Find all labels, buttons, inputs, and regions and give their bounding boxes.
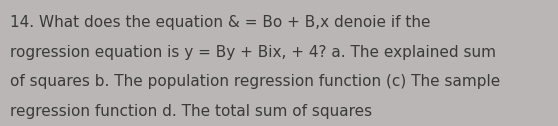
Text: regression function d. The total sum of squares: regression function d. The total sum of … <box>10 104 372 119</box>
Text: of squares b. The population regression function (c) The sample: of squares b. The population regression … <box>10 74 501 89</box>
Text: rogression equation is y = By + Bix, + 4? a. The explained sum: rogression equation is y = By + Bix, + 4… <box>10 45 496 60</box>
Text: 14. What does the equation & = Bo + B,x denoie if the: 14. What does the equation & = Bo + B,x … <box>10 15 431 30</box>
